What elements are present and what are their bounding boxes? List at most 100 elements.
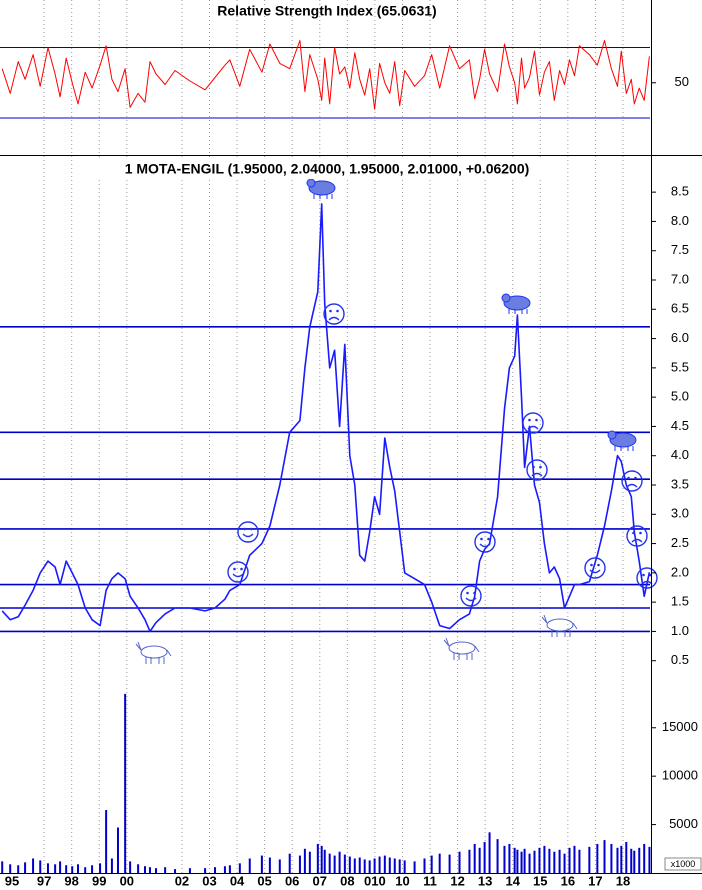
volume-bar [248, 858, 251, 873]
volume-bar [538, 847, 541, 873]
y-tick-label: 7.0 [671, 271, 689, 286]
volume-bar [238, 863, 241, 873]
volume-bar [9, 864, 12, 873]
volume-bar [116, 827, 119, 873]
volume-bar [368, 860, 371, 873]
volume-bar [633, 850, 636, 873]
y-tick-label: 2.0 [671, 564, 689, 579]
y-tick-label: 5000 [669, 816, 698, 831]
volume-bar [228, 865, 231, 873]
y-tick-label: 0.5 [671, 652, 689, 667]
volume-bar [204, 868, 207, 873]
x-tick-label: 97 [37, 873, 51, 888]
volume-bar [155, 868, 158, 873]
volume-bar [596, 843, 599, 873]
volume-bar [46, 863, 49, 873]
volume-bar [533, 850, 536, 873]
volume-bar [488, 832, 491, 873]
volume-bar [278, 859, 281, 873]
volume-bar [223, 866, 226, 873]
volume-bar [393, 858, 396, 873]
volume-bar [503, 845, 506, 873]
volume-bar [563, 853, 566, 873]
volume-bar [373, 858, 376, 873]
volume-bar [99, 863, 102, 873]
volume-bar [543, 845, 546, 873]
volume-bar [363, 859, 366, 873]
volume-bar [358, 857, 361, 873]
volume-bar [423, 858, 426, 873]
volume-bar [320, 845, 323, 873]
y-tick-label: 6.0 [671, 330, 689, 345]
volume-bar [528, 853, 531, 873]
x-tick-label: 18 [616, 873, 630, 888]
volume-bar [553, 851, 556, 873]
x-tick-label: 06 [285, 873, 299, 888]
price-line [1, 203, 651, 633]
volume-bar [77, 864, 80, 873]
x-tick-label: 11 [423, 873, 437, 888]
volume-bar [516, 849, 519, 873]
volume-bar [143, 866, 146, 873]
y-tick-label: 50 [675, 74, 689, 89]
x-tick-label: 08 [340, 873, 354, 888]
y-tick-label: 4.0 [671, 447, 689, 462]
volume-bar [110, 858, 113, 873]
volume-bar [643, 843, 646, 873]
x-tick-label: 95 [5, 873, 19, 888]
volume-bar [298, 855, 301, 873]
volume-bar [24, 862, 27, 873]
unit-box [664, 857, 702, 871]
x-tick-label: 07 [313, 873, 327, 888]
volume-bar [548, 848, 551, 873]
volume-bar [483, 842, 486, 873]
volume-bar [578, 849, 581, 873]
volume-bar [303, 848, 306, 873]
y-tick-label: 10000 [662, 768, 698, 783]
volume-bar [260, 855, 263, 873]
volume-bar [164, 867, 167, 873]
volume-bar [573, 845, 576, 873]
volume-bar [388, 857, 391, 873]
y-tick-label: 2.5 [671, 535, 689, 550]
volume-bar [39, 860, 42, 873]
x-tick-label: 13 [478, 873, 492, 888]
volume-bar [520, 851, 523, 873]
x-tick-label: 12 [450, 873, 464, 888]
volume-bar [603, 840, 606, 873]
volume-bar [468, 849, 471, 873]
volume-bar [413, 861, 416, 873]
volume-bar [308, 851, 311, 873]
volume-bar [105, 810, 108, 873]
volume-bar [523, 848, 526, 873]
volume-bar [129, 861, 132, 873]
x-tick-label: 02 [175, 873, 189, 888]
y-tick-label: 4.5 [671, 418, 689, 433]
volume-bar [648, 846, 651, 873]
rsi-title: Relative Strength Index (65.0631) [217, 3, 436, 19]
x-tick-label: 16 [561, 873, 575, 888]
x-tick-label: 98 [64, 873, 78, 888]
volume-bar [124, 693, 127, 873]
volume-bar [610, 843, 613, 873]
volume-bar [430, 855, 433, 873]
y-tick-label: 1.0 [671, 623, 689, 638]
y-tick-label: 5.5 [671, 359, 689, 374]
y-tick-label: 1.5 [671, 594, 689, 609]
volume-bar [268, 857, 271, 873]
volume-bar [448, 854, 451, 873]
volume-bar [558, 849, 561, 873]
volume-bar [508, 843, 511, 873]
volume-bar [148, 867, 151, 873]
x-tick-label: 03 [202, 873, 216, 888]
volume-bar [625, 842, 628, 873]
x-tick-label: 10 [395, 873, 409, 888]
y-tick-label: 8.0 [671, 213, 689, 228]
y-tick-label: 3.0 [671, 506, 689, 521]
volume-bar [17, 865, 20, 873]
grid [43, 0, 624, 873]
volume-bar [620, 845, 623, 873]
volume-bar [316, 843, 319, 873]
price-title: 1 MOTA-ENGIL (1.95000, 2.04000, 1.95000,… [125, 161, 530, 177]
